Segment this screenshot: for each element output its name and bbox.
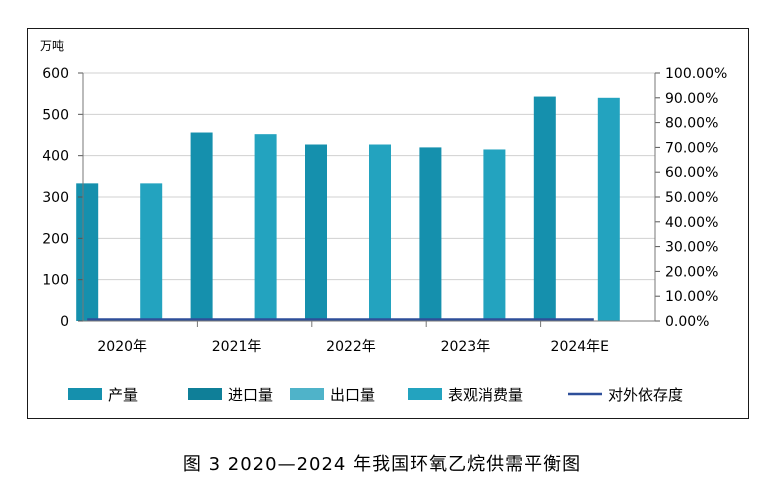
y-tick-label: 500	[42, 107, 69, 123]
bar-1-5	[533, 96, 556, 321]
axes: 0 100 200 300 400 500 600 0.00% 10.00% 20.00% 30.0…	[42, 66, 727, 355]
y-tick-label: 300	[42, 190, 69, 206]
y-tick-label: 100	[42, 273, 69, 289]
bar-1-1	[76, 183, 99, 321]
y2-tick-label: 20.00%	[665, 264, 718, 280]
x-tick-label: 2023年	[441, 339, 491, 355]
x-tick-label: 2024年E	[551, 339, 609, 355]
legend: 产量 进口量 出口量 表观消费量 对外依存度	[68, 386, 683, 404]
legend-label-5: 对外依存度	[608, 386, 683, 404]
legend-swatch-2	[188, 388, 222, 400]
y2-tick-label: 10.00%	[665, 289, 718, 305]
legend-swatch-3	[290, 388, 324, 400]
y2-tick-label: 90.00%	[665, 91, 718, 107]
legend-swatch-4	[408, 388, 442, 400]
legend-swatch-1	[68, 388, 102, 400]
legend-label-2: 进口量	[228, 386, 273, 404]
legend-label-4: 表观消费量	[448, 386, 523, 404]
y2-tick-label: 40.00%	[665, 215, 718, 231]
bar-4-5	[597, 97, 620, 321]
x-tick-label: 2020年	[97, 339, 147, 355]
chart-svg: 0 100 200 300 400 500 600 0.00% 10.00% 20.00% 30.0…	[40, 39, 727, 404]
y2-tick-label: 100.00%	[665, 66, 727, 82]
y2-tick-label: 50.00%	[665, 190, 718, 206]
y2-tick-label: 80.00%	[665, 116, 718, 132]
bar-4-1	[140, 183, 163, 321]
legend-label-1: 产量	[108, 386, 138, 404]
y-unit-label: 万吨	[40, 39, 64, 53]
x-tick-label: 2021年	[212, 339, 262, 355]
y2-tick-label: 0.00%	[665, 314, 709, 330]
bar-4-4	[483, 149, 506, 321]
bar-marks	[76, 96, 620, 321]
y-tick-label: 200	[42, 231, 69, 247]
y2-tick-label: 30.00%	[665, 240, 718, 256]
y-tick-label: 600	[42, 66, 69, 82]
y-tick-label: 0	[60, 314, 69, 330]
chart-frame: 0 100 200 300 400 500 600 0.00% 10.00% 20.00% 30.0…	[27, 28, 749, 419]
bar-1-3	[305, 144, 327, 321]
y2-tick-label: 70.00%	[665, 140, 718, 156]
bar-1-2	[190, 132, 213, 321]
legend-label-3: 出口量	[330, 386, 375, 404]
x-tick-label: 2022年	[326, 339, 376, 355]
bar-4-2	[254, 134, 277, 321]
y2-tick-label: 60.00%	[665, 165, 718, 181]
figure-caption: 图 3 2020—2024 年我国环氧乙烷供需平衡图	[182, 454, 582, 475]
bar-4-3	[369, 144, 391, 321]
bar-1-4	[419, 147, 442, 321]
y-tick-label: 400	[42, 149, 69, 165]
